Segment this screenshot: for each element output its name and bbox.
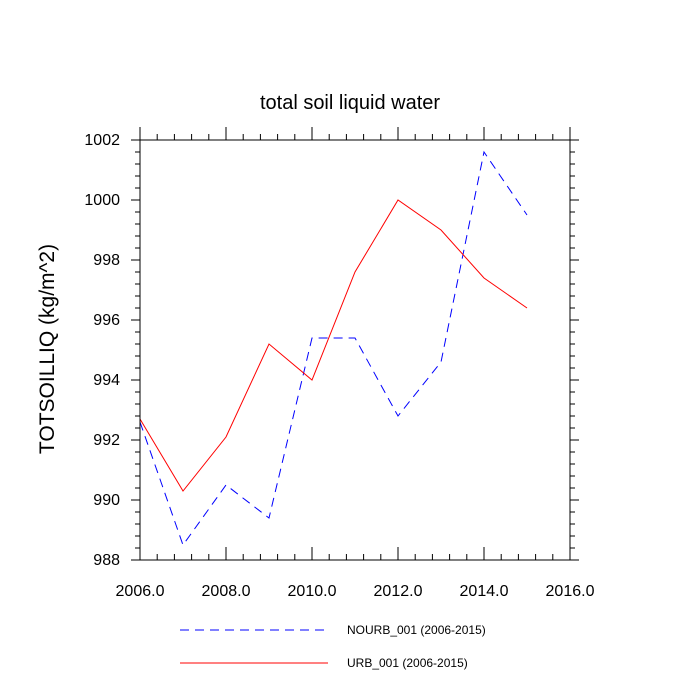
x-tick-label: 2006.0 bbox=[116, 583, 165, 600]
y-tick-label: 994 bbox=[93, 372, 120, 389]
y-tick-label: 996 bbox=[93, 312, 120, 329]
legend: NOURB_001 (2006-2015) URB_001 (2006-2015… bbox=[180, 623, 486, 670]
y-axis-label: TOTSOILLIQ (kg/m^2) bbox=[36, 244, 59, 454]
series-line-nourb bbox=[139, 150, 528, 547]
y-tick-label: 992 bbox=[93, 432, 120, 449]
y-tick-label: 990 bbox=[93, 492, 120, 509]
plot-frame bbox=[139, 139, 571, 561]
x-tick-label: 2012.0 bbox=[374, 583, 423, 600]
y-tick-label: 988 bbox=[93, 552, 120, 569]
y-tick-label: 998 bbox=[93, 252, 120, 269]
y-tick-label: 1002 bbox=[84, 132, 120, 149]
x-tick-label: 2010.0 bbox=[288, 583, 337, 600]
tick-labels: 2006.0 2008.0 2010.0 2012.0 2014.0 2016.0 988 9… bbox=[84, 132, 594, 600]
x-tick-label: 2016.0 bbox=[546, 583, 595, 600]
y-tick-label: 1000 bbox=[84, 192, 120, 209]
legend-label-nourb: NOURB_001 (2006-2015) bbox=[347, 623, 486, 637]
chart-title: total soil liquid water bbox=[260, 92, 440, 114]
legend-label-urb: URB_001 (2006-2015) bbox=[347, 656, 468, 670]
series-lines bbox=[139, 150, 528, 547]
series-line-urb bbox=[139, 199, 528, 492]
x-tick-label: 2008.0 bbox=[202, 583, 251, 600]
x-tick-label: 2014.0 bbox=[460, 583, 509, 600]
